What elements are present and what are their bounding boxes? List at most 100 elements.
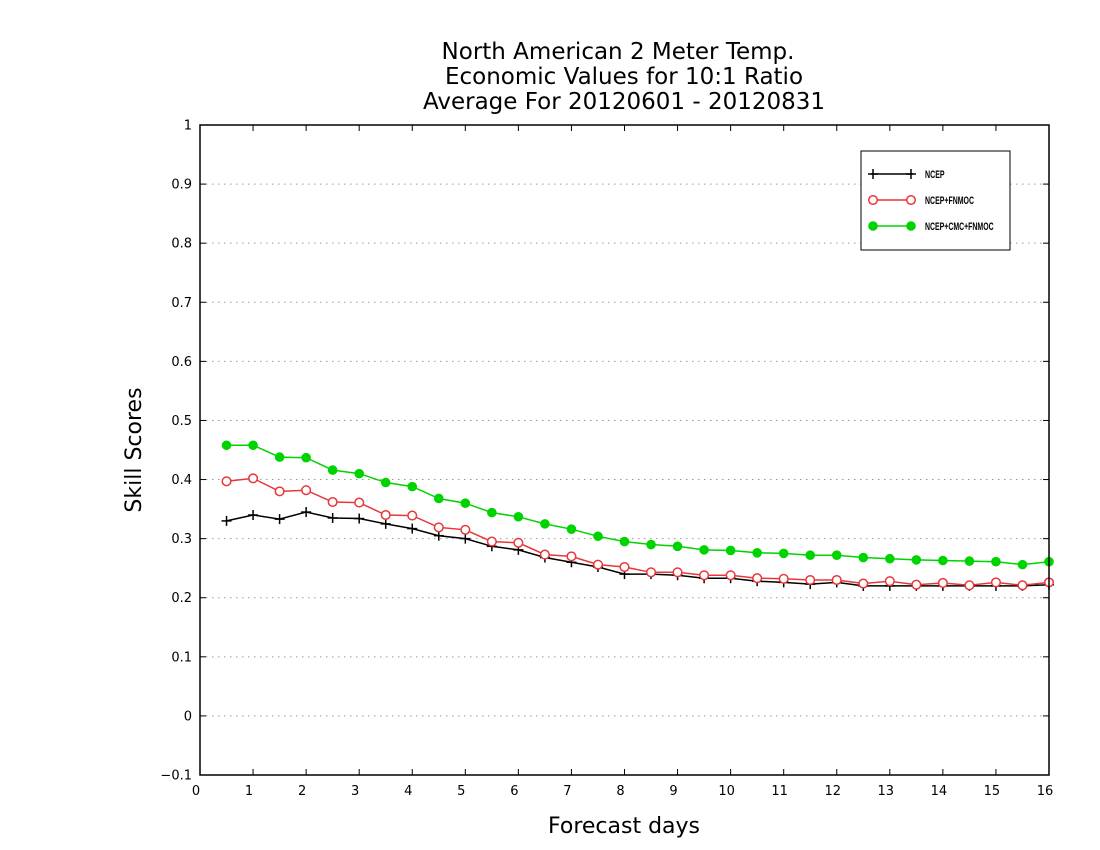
series-point: [911, 579, 922, 590]
series-point: [274, 452, 285, 462]
y-tick-label: 0.5: [171, 414, 192, 429]
series-point: [778, 548, 789, 559]
series-point: [699, 570, 710, 581]
y-tick-label: 0.9: [171, 178, 192, 193]
series-point: [593, 531, 603, 542]
x-tick-label: 9: [669, 784, 677, 799]
y-tick-label: 0.8: [171, 237, 192, 252]
series-layer: [221, 440, 1055, 591]
series-point: [301, 507, 312, 518]
y-tick-label: 0: [184, 709, 192, 724]
legend-entry-0: NCEP: [868, 169, 945, 181]
series-point: [407, 523, 418, 534]
x-tick-label: 5: [457, 784, 465, 799]
legend-marker: [868, 221, 878, 231]
series-point: [646, 539, 656, 550]
y-tick-label: 1: [184, 119, 192, 134]
series-point: [672, 541, 683, 552]
legend-marker: [905, 194, 917, 206]
title-line-3: Average For 20120601 - 20120831: [423, 89, 825, 115]
series-point: [407, 481, 418, 492]
series-point: [354, 497, 365, 508]
series-point: [407, 510, 418, 521]
series-point: [539, 549, 550, 560]
series-point: [778, 573, 789, 584]
series-point: [380, 477, 391, 488]
x-tick-label: 15: [984, 784, 1001, 799]
series-point: [831, 574, 842, 586]
series-point: [964, 556, 975, 566]
x-axis-label: Forecast days: [548, 814, 700, 839]
series-point: [990, 577, 1001, 588]
series-point: [248, 440, 258, 451]
x-tick-label: 11: [771, 784, 788, 799]
title-line-1: North American 2 Meter Temp.: [442, 39, 795, 65]
series-point: [221, 440, 232, 451]
series-point: [274, 514, 285, 525]
series-point: [460, 533, 471, 544]
axes: −0.100.10.20.30.40.50.60.70.80.910 1 2 3 4 5 6…: [160, 119, 1053, 800]
x-tick-label: 1: [245, 784, 253, 799]
series-point: [884, 576, 895, 587]
series-0: [221, 507, 1054, 591]
series-point: [938, 555, 948, 566]
series-point: [221, 476, 232, 487]
series-point: [433, 522, 444, 533]
series-point: [991, 556, 1001, 567]
legend-marker: [906, 169, 916, 179]
x-tick-label: 0: [192, 784, 200, 799]
series-point: [380, 518, 391, 529]
series-point: [752, 548, 762, 558]
series-point: [592, 559, 604, 570]
series-point: [964, 580, 975, 591]
series-point: [725, 570, 736, 581]
series-point: [460, 524, 471, 535]
series-point: [805, 574, 816, 586]
series-point: [486, 536, 497, 547]
x-tick-label: 16: [1037, 784, 1054, 799]
legend-entry-1: NCEP+FNMOC: [867, 194, 974, 207]
series-point: [460, 498, 471, 508]
y-tick-label: 0.2: [171, 591, 192, 606]
series-point: [354, 468, 364, 479]
y-axis-label: Skill Scores: [122, 387, 147, 512]
series-point: [566, 524, 577, 534]
legend-marker: [868, 169, 878, 179]
series-point: [805, 550, 816, 560]
series-point: [274, 486, 285, 497]
series-point: [513, 537, 524, 548]
series-point: [699, 545, 709, 555]
legend-label: NCEP+CMC+FNMOC: [925, 221, 994, 233]
series-point: [911, 555, 922, 565]
series-point: [672, 567, 683, 578]
series-line: [226, 511, 1050, 587]
chart-title: North American 2 Meter Temp. Economic Va…: [423, 39, 825, 115]
series-line: [226, 477, 1050, 587]
series-point: [619, 561, 630, 573]
title-line-2: Economic Values for 10:1 Ratio: [445, 64, 803, 90]
y-tick-label: 0.6: [171, 355, 192, 370]
y-tick-label: 0.1: [171, 650, 192, 665]
x-tick-label: 8: [616, 784, 624, 799]
series-point: [221, 515, 232, 526]
x-tick-label: 6: [510, 784, 518, 799]
series-point: [566, 551, 577, 562]
y-tick-label: 0.3: [171, 532, 192, 547]
series-point: [885, 553, 895, 564]
legend-marker: [906, 221, 916, 231]
legend-marker: [867, 194, 879, 206]
series-2: [221, 440, 1054, 570]
series-point: [513, 511, 524, 522]
series-point: [301, 452, 311, 463]
x-tick-label: 2: [298, 784, 306, 799]
x-tick-label: 14: [931, 784, 948, 799]
series-point: [858, 578, 869, 589]
y-tick-label: 0.7: [171, 296, 192, 311]
series-1: [221, 473, 1055, 591]
series-point: [248, 510, 259, 520]
series-point: [752, 573, 763, 584]
series-point: [1017, 580, 1028, 591]
legend-entry-2: NCEP+CMC+FNMOC: [868, 221, 994, 233]
legend-label: NCEP+FNMOC: [925, 195, 974, 207]
x-tick-label: 3: [351, 784, 359, 799]
